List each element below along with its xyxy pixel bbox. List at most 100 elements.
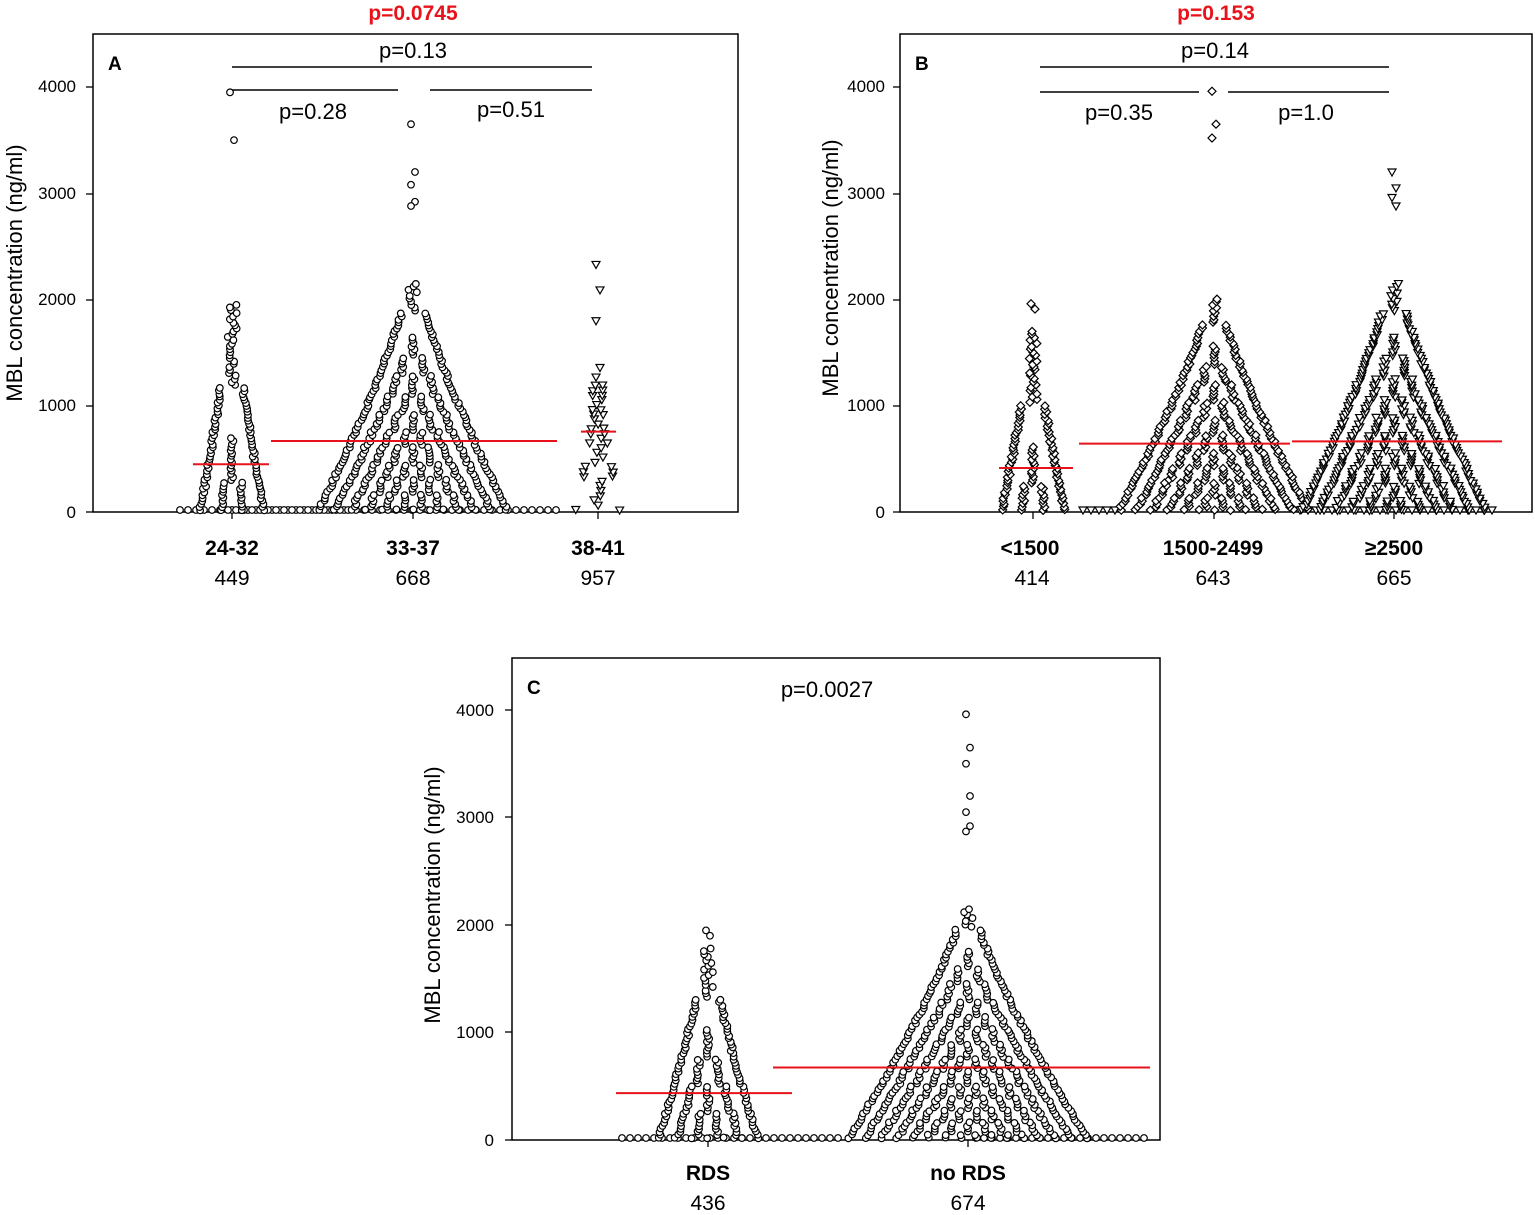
data-point bbox=[369, 491, 378, 499]
data-point bbox=[933, 1119, 941, 1127]
data-point bbox=[976, 926, 985, 935]
data-point bbox=[1340, 482, 1351, 492]
data-point bbox=[1211, 119, 1221, 130]
data-point bbox=[1438, 482, 1449, 491]
data-point bbox=[962, 808, 970, 817]
data-point bbox=[1192, 379, 1203, 390]
data-point bbox=[1332, 497, 1343, 506]
data-point bbox=[719, 1133, 728, 1142]
panel-c-medians bbox=[616, 1066, 1150, 1095]
data-point bbox=[973, 1025, 982, 1034]
data-point bbox=[1192, 478, 1203, 488]
data-point bbox=[965, 905, 973, 914]
data-point bbox=[408, 372, 417, 381]
panel-c-category-label: no RDS bbox=[930, 1162, 1006, 1185]
data-point bbox=[570, 505, 581, 515]
data-point bbox=[544, 506, 552, 514]
data-point bbox=[762, 1134, 770, 1142]
data-point bbox=[598, 424, 609, 434]
data-point bbox=[1401, 309, 1412, 319]
data-point bbox=[957, 1025, 966, 1034]
panel-a-ytick-label: 3000 bbox=[38, 184, 76, 203]
data-point bbox=[392, 372, 401, 380]
data-point bbox=[696, 1109, 705, 1118]
data-point bbox=[410, 411, 418, 419]
data-point bbox=[1382, 497, 1393, 507]
data-point bbox=[442, 475, 451, 484]
data-point bbox=[1010, 1119, 1019, 1127]
data-point bbox=[995, 1094, 1004, 1103]
data-point bbox=[973, 1106, 981, 1115]
data-point bbox=[408, 333, 417, 342]
data-point bbox=[1413, 465, 1424, 474]
data-point bbox=[971, 1055, 980, 1064]
data-point bbox=[642, 1134, 650, 1142]
panel-b-ytick-label: 1000 bbox=[847, 396, 885, 415]
data-point bbox=[1406, 506, 1418, 516]
data-point bbox=[826, 1134, 834, 1142]
panel-a-medians bbox=[193, 430, 616, 466]
data-point bbox=[411, 280, 420, 288]
data-point bbox=[1224, 448, 1234, 459]
data-point bbox=[280, 506, 288, 514]
data-point bbox=[979, 1067, 988, 1076]
panel-c-p-value: p=0.0027 bbox=[781, 677, 873, 702]
data-point bbox=[1393, 279, 1404, 289]
data-point bbox=[1454, 506, 1466, 516]
data-point bbox=[589, 496, 600, 506]
data-point bbox=[1194, 504, 1204, 515]
data-point bbox=[1024, 353, 1035, 364]
data-point bbox=[1108, 1134, 1116, 1142]
data-point bbox=[987, 1131, 996, 1139]
data-point bbox=[597, 453, 608, 463]
data-point bbox=[972, 1082, 980, 1091]
data-point bbox=[947, 1041, 956, 1049]
data-point bbox=[1404, 482, 1415, 492]
data-point bbox=[937, 998, 946, 1007]
data-point bbox=[220, 479, 228, 487]
data-point bbox=[1372, 450, 1384, 459]
data-point bbox=[1364, 395, 1375, 405]
data-point bbox=[948, 1119, 957, 1128]
data-point bbox=[409, 476, 418, 484]
data-point bbox=[1379, 396, 1390, 405]
data-point bbox=[449, 491, 458, 500]
data-point bbox=[590, 373, 602, 383]
data-point bbox=[956, 1131, 965, 1140]
panel-a-n-label: 449 bbox=[214, 567, 249, 590]
data-point bbox=[1242, 448, 1252, 459]
panel-b-n-label: 665 bbox=[1376, 567, 1411, 590]
data-point bbox=[1201, 361, 1212, 372]
data-point bbox=[708, 968, 717, 977]
data-point bbox=[922, 1083, 931, 1092]
data-point bbox=[962, 980, 971, 988]
data-point bbox=[1438, 506, 1450, 516]
data-point bbox=[963, 1040, 972, 1049]
data-point bbox=[1390, 202, 1402, 212]
panel-a-ytick-label: 4000 bbox=[38, 77, 76, 96]
data-point bbox=[416, 490, 425, 499]
panel-c-ytick-label: 3000 bbox=[456, 808, 494, 827]
data-point bbox=[973, 998, 982, 1007]
data-point bbox=[1421, 414, 1432, 423]
panel-c-n-label: 436 bbox=[690, 1192, 725, 1215]
data-point bbox=[1218, 463, 1228, 474]
panel-a-category-label: 33-37 bbox=[386, 537, 440, 560]
data-point bbox=[385, 491, 394, 500]
panel-c-ytick-label: 0 bbox=[485, 1131, 494, 1150]
data-point bbox=[1422, 506, 1434, 516]
data-point bbox=[1390, 184, 1402, 194]
data-point bbox=[594, 286, 606, 296]
data-point bbox=[1167, 463, 1178, 474]
data-point bbox=[596, 434, 607, 444]
panel-b-ytick-label: 0 bbox=[876, 503, 885, 522]
data-point bbox=[1412, 497, 1423, 507]
data-point bbox=[595, 406, 606, 416]
data-point bbox=[923, 1130, 932, 1139]
data-point bbox=[411, 168, 419, 176]
data-point bbox=[1218, 430, 1228, 441]
data-point bbox=[596, 444, 607, 453]
data-point bbox=[981, 1013, 990, 1021]
data-point bbox=[1445, 497, 1456, 507]
